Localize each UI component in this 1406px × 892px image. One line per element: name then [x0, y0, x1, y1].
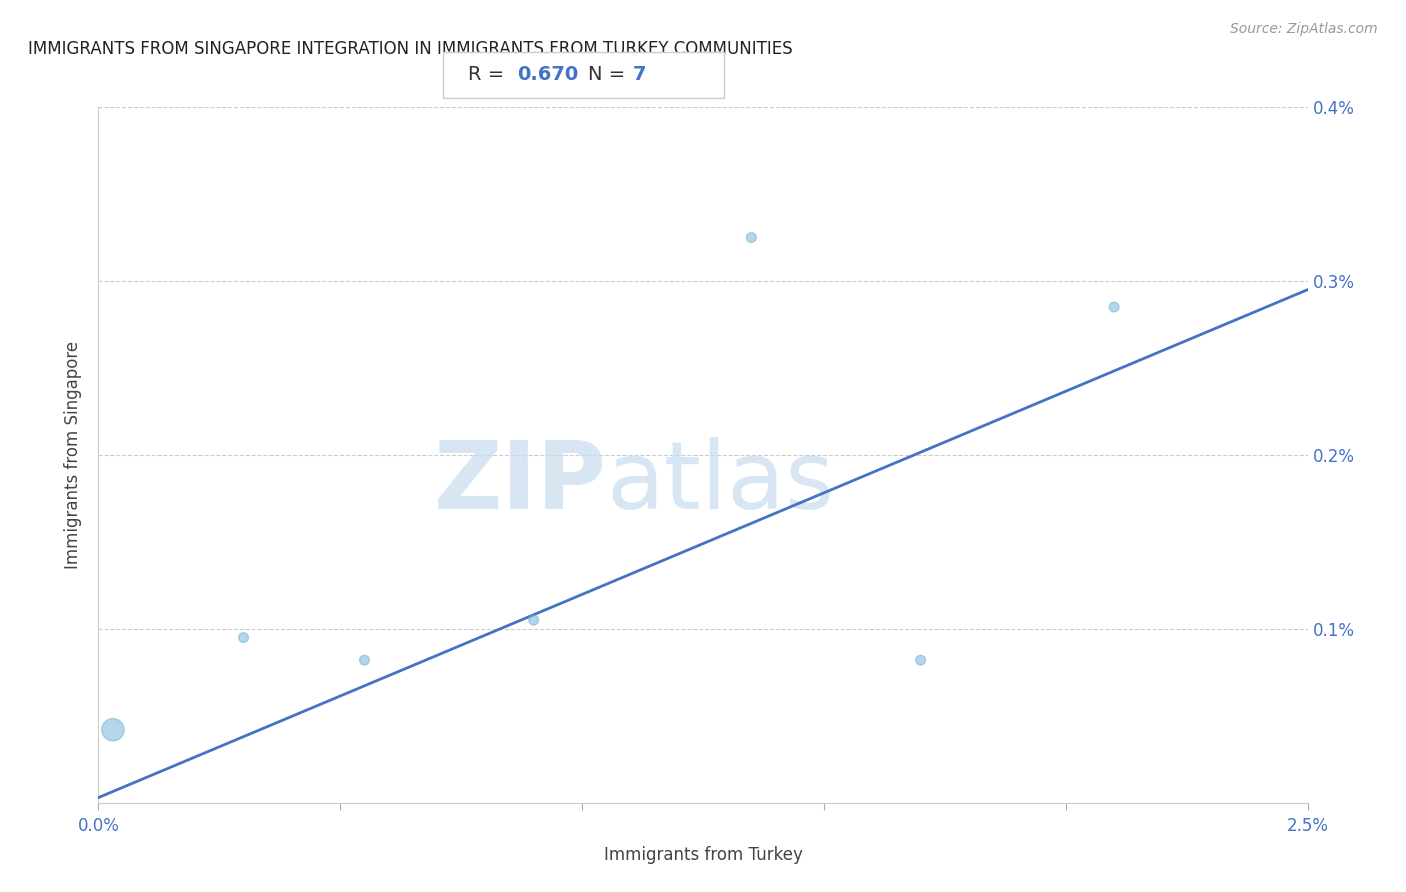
Text: ZIP: ZIP — [433, 437, 606, 529]
X-axis label: Immigrants from Turkey: Immigrants from Turkey — [603, 846, 803, 863]
Text: N =: N = — [588, 65, 631, 85]
Text: Source: ZipAtlas.com: Source: ZipAtlas.com — [1230, 22, 1378, 37]
Text: 7: 7 — [633, 65, 647, 85]
Text: atlas: atlas — [606, 437, 835, 529]
Point — [101, 723, 124, 737]
Point — [232, 631, 254, 645]
Text: R =: R = — [468, 65, 510, 85]
Text: 0.670: 0.670 — [517, 65, 579, 85]
Text: IMMIGRANTS FROM SINGAPORE INTEGRATION IN IMMIGRANTS FROM TURKEY COMMUNITIES: IMMIGRANTS FROM SINGAPORE INTEGRATION IN… — [28, 40, 793, 58]
Point — [523, 613, 546, 627]
Point — [353, 653, 375, 667]
Point — [740, 230, 762, 244]
Y-axis label: Immigrants from Singapore: Immigrants from Singapore — [65, 341, 83, 569]
Point — [910, 653, 932, 667]
Point — [1102, 300, 1125, 314]
